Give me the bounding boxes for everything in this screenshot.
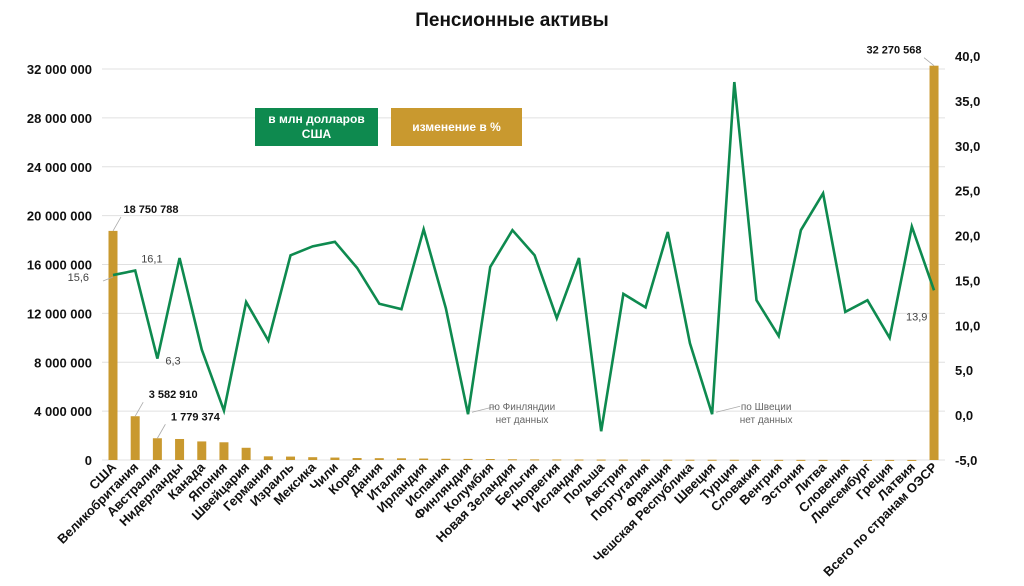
bar: [907, 459, 917, 461]
right-axis-tick-label: 35,0: [955, 94, 980, 109]
chart-title: Пенсионные активы: [415, 10, 609, 31]
bar: [618, 459, 628, 461]
right-axis-tick-label: 5,0: [955, 363, 973, 378]
bar: [352, 458, 362, 460]
leader-line: [471, 405, 497, 413]
bar: [108, 230, 118, 460]
leader-line: [102, 276, 114, 282]
bar: [929, 65, 939, 460]
bar: [530, 459, 540, 461]
annotation-text: по Швеции: [741, 402, 792, 413]
left-axis-tick-label: 28 000 000: [27, 111, 92, 126]
bar: [219, 442, 229, 460]
bar: [419, 458, 429, 460]
leader-line: [134, 402, 144, 417]
left-axis-tick-label: 16 000 000: [27, 258, 92, 273]
right-axis-tick-label: 0,0: [955, 408, 973, 423]
bar: [707, 459, 717, 461]
bar: [152, 438, 162, 460]
bar-data-label: 3 582 910: [149, 389, 198, 401]
bar: [663, 459, 673, 461]
right-axis-tick-label: 10,0: [955, 318, 980, 333]
legend-label: в млн долларов США: [268, 112, 365, 141]
line-data-label: 16,1: [141, 254, 162, 266]
bar: [641, 459, 651, 461]
bar: [396, 458, 406, 460]
bar: [862, 459, 872, 461]
bar: [552, 459, 562, 461]
bar: [729, 459, 739, 461]
line-data-label: 6,3: [165, 356, 180, 368]
annotation-text: нет данных: [740, 415, 793, 426]
bar: [752, 459, 762, 461]
left-axis-tick-label: 20 000 000: [27, 209, 92, 224]
bar: [818, 459, 828, 461]
left-axis-tick-label: 4 000 000: [34, 404, 92, 419]
left-axis-tick-label: 32 000 000: [27, 62, 92, 77]
left-axis-tick-label: 0: [85, 453, 92, 468]
leader-line: [112, 216, 122, 232]
bar: [463, 458, 473, 460]
right-axis-tick-label: 25,0: [955, 184, 980, 199]
leader-line: [157, 424, 166, 439]
bar: [374, 458, 384, 460]
bar-data-label: 18 750 788: [123, 204, 178, 216]
bar: [263, 456, 273, 460]
bar: [885, 459, 895, 461]
right-axis-tick-label: -5,0: [955, 453, 977, 468]
bar: [596, 459, 606, 461]
line-series: [112, 81, 936, 432]
bar: [197, 441, 207, 460]
legend-change-percent: изменение в %: [391, 108, 522, 146]
bar: [286, 456, 296, 460]
bar: [308, 457, 318, 460]
bar-data-label: 32 270 568: [866, 45, 921, 57]
annotation-text: по Финляндии: [489, 402, 555, 413]
right-axis-tick-label: 40,0: [955, 49, 980, 64]
bar: [796, 459, 806, 461]
bar: [330, 457, 340, 460]
legend-label: изменение в %: [412, 119, 501, 134]
bar: [441, 458, 451, 460]
bar: [485, 459, 495, 461]
right-axis-tick-label: 30,0: [955, 139, 980, 154]
bar: [685, 459, 695, 461]
bar: [175, 438, 185, 460]
bar: [241, 447, 251, 460]
leader-line: [923, 57, 935, 67]
left-axis-tick-label: 12 000 000: [27, 306, 92, 321]
leader-line: [716, 405, 741, 413]
annotation-text: нет данных: [496, 415, 549, 426]
bar-data-label: 1 779 374: [171, 411, 221, 423]
bar: [840, 459, 850, 461]
legend-usd-million: в млн долларов США: [255, 108, 378, 146]
right-axis-tick-label: 20,0: [955, 229, 980, 244]
right-axis-tick-label: 15,0: [955, 273, 980, 288]
line-data-label: 13,9: [906, 311, 927, 323]
bar: [574, 459, 584, 461]
bar: [774, 459, 784, 461]
line-data-label: 15,6: [68, 272, 89, 284]
bar: [130, 416, 140, 460]
left-axis-tick-label: 24 000 000: [27, 160, 92, 175]
bar: [507, 459, 517, 461]
left-axis-tick-label: 8 000 000: [34, 355, 92, 370]
